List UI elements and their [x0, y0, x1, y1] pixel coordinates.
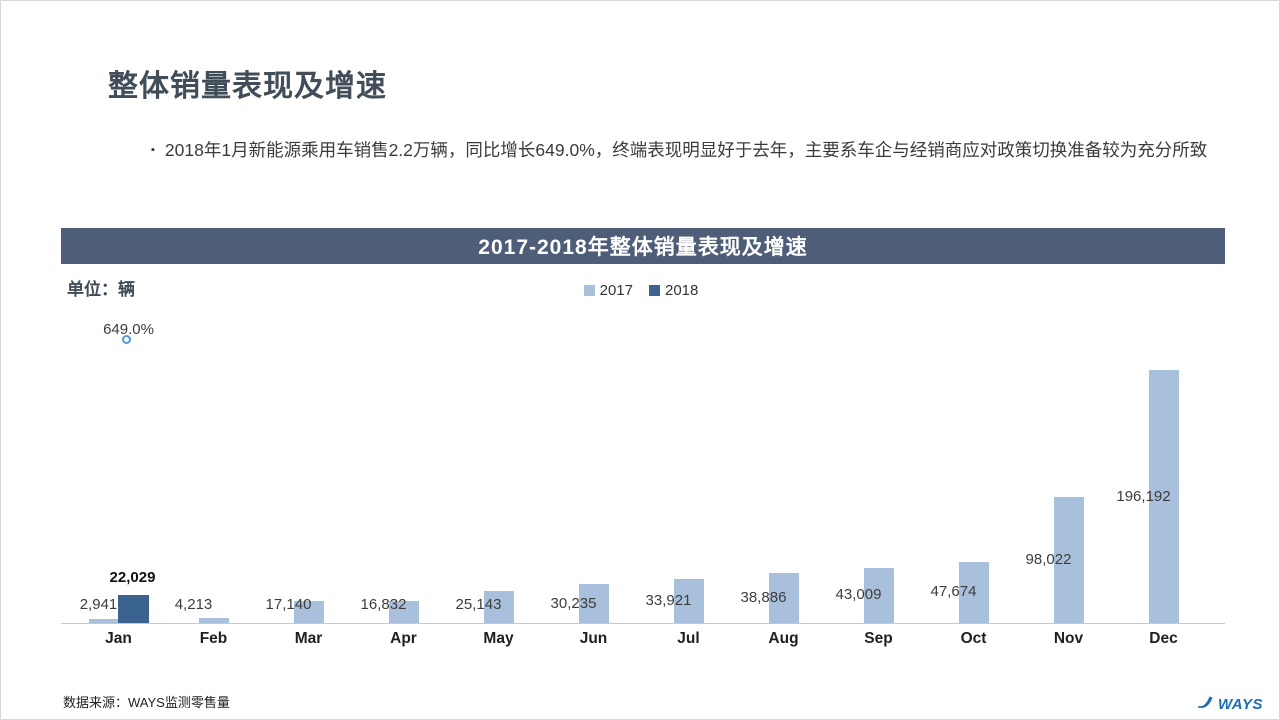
bar-2017-Jul — [673, 579, 704, 623]
value-label-2017-Feb: 4,213 — [174, 596, 213, 613]
chart-legend: 2017 2018 — [1, 282, 1279, 299]
value-label-2017-Apr: 16,832 — [360, 596, 407, 613]
legend-label-2018: 2018 — [665, 282, 699, 299]
legend-item-2018: 2018 — [649, 282, 698, 299]
x-tick-Jan: Jan — [105, 630, 132, 647]
legend-swatch-2018 — [649, 285, 660, 296]
chart-title-band: 2017-2018年整体销量表现及增速 — [61, 228, 1225, 264]
bar-2017-Jun — [578, 584, 609, 623]
growth-marker-Jan — [122, 335, 131, 344]
x-tick-Mar: Mar — [294, 630, 323, 647]
bar-2017-Jan — [88, 619, 118, 623]
x-axis-line — [61, 623, 1225, 624]
logo-swoosh-icon — [1197, 695, 1215, 714]
x-tick-May: May — [483, 630, 514, 647]
bullet-icon: ▪ — [151, 144, 155, 156]
value-label-2017-Aug: 38,886 — [740, 588, 787, 606]
legend-item-2017: 2017 — [583, 282, 633, 299]
value-label-2017-May: 25,143 — [455, 596, 502, 613]
logo-text: WAYS — [1217, 696, 1263, 713]
value-label-2017-Dec: 196,192 — [1116, 487, 1171, 505]
growth-label-Jan: 649.0% — [103, 321, 154, 338]
bar-2017-Aug — [768, 572, 799, 623]
source-note: 数据来源：WAYS监测零售量 — [63, 695, 230, 710]
ways-logo: WAYS — [1197, 695, 1263, 714]
bar-2018-Jan — [117, 594, 149, 623]
x-tick-Apr: Apr — [390, 630, 417, 647]
bar-2017-Apr — [388, 601, 419, 623]
value-label-2017-Sep: 43,009 — [835, 586, 882, 604]
x-tick-Jun: Jun — [579, 630, 608, 647]
bar-2017-Oct — [958, 561, 989, 623]
bar-2017-Sep — [863, 567, 894, 623]
x-tick-Feb: Feb — [199, 630, 228, 647]
chart-title: 2017-2018年整体销量表现及增速 — [478, 236, 808, 259]
value-label-2018-Jan: 22,029 — [109, 568, 156, 586]
unit-label: 单位：辆 — [67, 280, 135, 299]
bar-2017-May — [483, 590, 514, 623]
value-label-2017-Mar: 17,140 — [265, 596, 312, 613]
x-tick-Oct: Oct — [960, 630, 987, 647]
legend-label-2017: 2017 — [599, 282, 633, 299]
bar-2017-Feb — [198, 617, 229, 623]
legend-swatch-2017 — [583, 285, 595, 296]
value-label-2017-Oct: 47,674 — [930, 583, 977, 601]
bar-2017-Dec — [1148, 370, 1179, 623]
x-tick-Sep: Sep — [864, 630, 893, 647]
bar-2017-Mar — [293, 600, 324, 623]
x-tick-Dec: Dec — [1149, 630, 1178, 647]
bar-2017-Nov — [1053, 496, 1084, 623]
bullet-row: ▪ 2018年1月新能源乘用车销售2.2万辆，同比增长649.0%，终端表现明显… — [151, 137, 1223, 164]
value-label-2017-Jan: 2,941 — [79, 596, 118, 613]
x-tick-Jul: Jul — [677, 630, 700, 647]
x-tick-Nov: Nov — [1053, 630, 1084, 647]
bullet-text: 2018年1月新能源乘用车销售2.2万辆，同比增长649.0%，终端表现明显好于… — [164, 140, 1208, 160]
value-label-2017-Nov: 98,022 — [1025, 550, 1072, 568]
x-tick-Aug: Aug — [768, 630, 799, 647]
value-label-2017-Jul: 33,921 — [645, 592, 692, 610]
page-title: 整体销量表现及增速 — [108, 70, 387, 103]
value-label-2017-Jun: 30,235 — [550, 594, 597, 612]
